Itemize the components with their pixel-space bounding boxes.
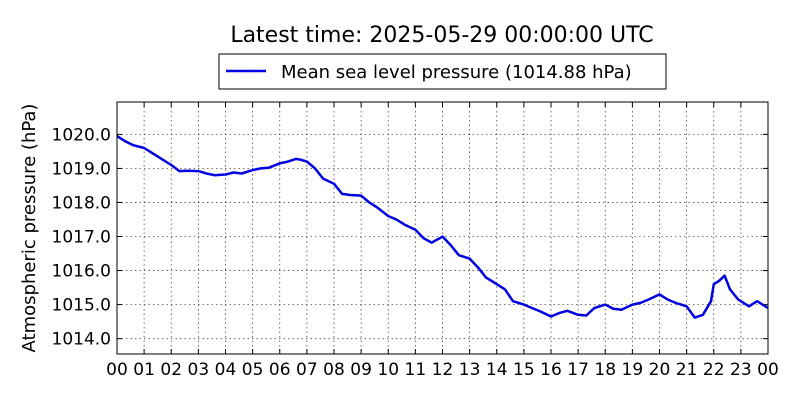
y-tick-label: 1017.0 [52, 228, 111, 248]
x-tick-label: 00 [106, 360, 128, 380]
x-tick-label: 06 [269, 360, 291, 380]
x-tick-label: 00 [757, 360, 779, 380]
x-tick-label: 19 [622, 360, 644, 380]
y-tick-label: 1019.0 [52, 159, 111, 179]
x-tick-label: 10 [377, 360, 399, 380]
x-tick-label: 04 [215, 360, 237, 380]
y-tick-label: 1014.0 [52, 330, 111, 350]
x-tick-label: 12 [432, 360, 454, 380]
x-tick-label: 22 [703, 360, 725, 380]
legend: Mean sea level pressure (1014.88 hPa) [218, 53, 667, 90]
plot-area-frame [116, 101, 769, 355]
x-tick-label: 08 [323, 360, 345, 380]
grid-lines [117, 102, 768, 354]
x-tick-label: 16 [540, 360, 562, 380]
y-tick-label: 1016.0 [52, 262, 111, 282]
x-tick-label: 02 [160, 360, 182, 380]
chart-title: Latest time: 2025-05-29 00:00:00 UTC [230, 23, 653, 48]
x-tick-label: 23 [730, 360, 752, 380]
x-tick-label: 01 [133, 360, 155, 380]
y-axis-ticks: 1014.0 1015.0 1016.0 1017.0 1018.0 1019.0 1020… [52, 125, 768, 350]
x-tick-label: 09 [350, 360, 372, 380]
pressure-series-line [116, 135, 769, 319]
x-axis-ticks: 00 01 02 03 04 05 06 07 08 09 10 11 12 13 14 15 16 17 18 19… [106, 102, 779, 380]
x-tick-label: 03 [188, 360, 210, 380]
x-tick-label: 07 [296, 360, 318, 380]
x-tick-label: 17 [567, 360, 589, 380]
series-layer [116, 135, 769, 319]
x-tick-label: 14 [486, 360, 508, 380]
x-tick-label: 11 [405, 360, 427, 380]
x-tick-label: 13 [459, 360, 481, 380]
x-tick-label: 18 [594, 360, 616, 380]
x-tick-label: 05 [242, 360, 264, 380]
y-tick-label: 1020.0 [52, 125, 111, 145]
y-axis-label: Atmospheric pressure (hPa) [19, 104, 40, 353]
x-tick-label: 15 [513, 360, 535, 380]
x-tick-label: 21 [676, 360, 698, 380]
y-tick-label: 1015.0 [52, 296, 111, 316]
legend-label: Mean sea level pressure (1014.88 hPa) [281, 62, 632, 83]
x-tick-label: 20 [649, 360, 671, 380]
legend-box [218, 53, 667, 90]
y-tick-label: 1018.0 [52, 193, 111, 213]
